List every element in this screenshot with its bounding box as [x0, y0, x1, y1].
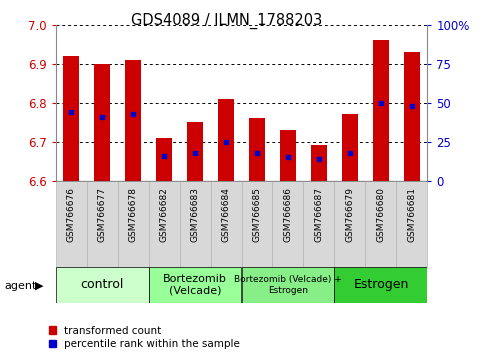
Bar [373, 40, 389, 181]
Text: GSM766686: GSM766686 [284, 188, 293, 242]
Text: GSM766685: GSM766685 [253, 188, 261, 242]
Text: GSM766683: GSM766683 [190, 188, 199, 242]
Bar [272, 181, 303, 267]
Text: agent: agent [5, 281, 37, 291]
Bar [56, 181, 86, 267]
Text: GSM766684: GSM766684 [222, 188, 230, 242]
Bar [149, 267, 242, 303]
Bar [280, 130, 296, 181]
Bar [334, 181, 366, 267]
Bar [94, 64, 110, 181]
Bar [404, 52, 420, 181]
Bar [249, 118, 265, 181]
Bar [303, 181, 334, 267]
Text: GSM766681: GSM766681 [408, 188, 416, 242]
Bar [63, 56, 79, 181]
Bar [397, 181, 427, 267]
Text: GSM766680: GSM766680 [376, 188, 385, 242]
Bar [180, 181, 211, 267]
Bar [117, 181, 149, 267]
Text: Estrogen: Estrogen [353, 279, 409, 291]
Bar [334, 267, 427, 303]
Bar [311, 145, 327, 181]
Bar [156, 138, 172, 181]
Bar [218, 99, 234, 181]
Text: ▶: ▶ [35, 281, 43, 291]
Text: GSM766676: GSM766676 [67, 188, 75, 242]
Bar [342, 114, 358, 181]
Bar [56, 267, 149, 303]
Text: control: control [80, 279, 124, 291]
Text: GSM766679: GSM766679 [345, 188, 355, 242]
Text: GSM766687: GSM766687 [314, 188, 324, 242]
Text: Bortezomib (Velcade) +
Estrogen: Bortezomib (Velcade) + Estrogen [234, 275, 342, 295]
Bar [242, 181, 272, 267]
Legend: transformed count, percentile rank within the sample: transformed count, percentile rank withi… [49, 326, 240, 349]
Bar [125, 60, 141, 181]
Bar [242, 267, 334, 303]
Bar [366, 181, 397, 267]
Bar [211, 181, 242, 267]
Bar [187, 122, 203, 181]
Text: GSM766682: GSM766682 [159, 188, 169, 242]
Text: GSM766678: GSM766678 [128, 188, 138, 242]
Text: GDS4089 / ILMN_1788203: GDS4089 / ILMN_1788203 [131, 12, 323, 29]
Text: Bortezomib
(Velcade): Bortezomib (Velcade) [163, 274, 227, 296]
Bar [86, 181, 117, 267]
Text: GSM766677: GSM766677 [98, 188, 107, 242]
Bar [149, 181, 180, 267]
